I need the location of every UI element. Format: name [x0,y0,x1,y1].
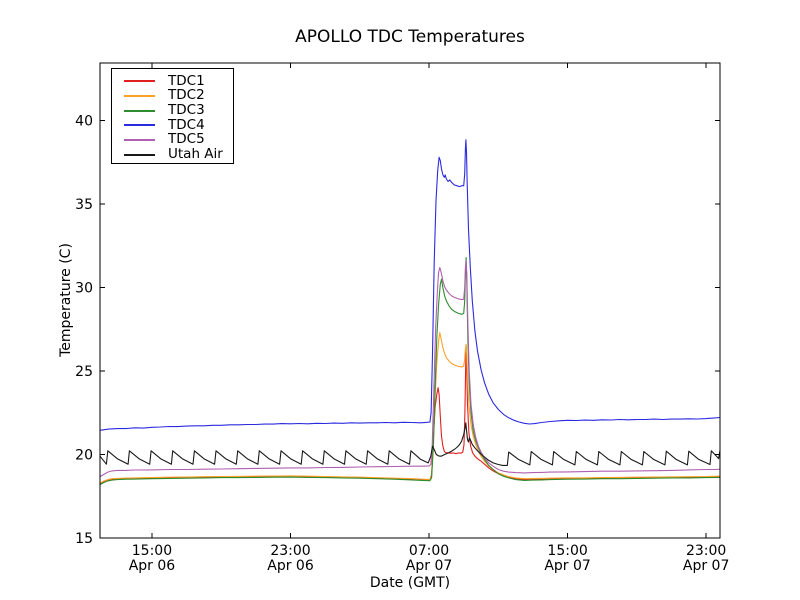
y-axis-label: Temperature (C) [58,243,74,357]
legend-line-sample [124,153,155,156]
series-line-tdc2 [99,332,721,484]
series-line-tdc5 [99,260,721,478]
series-line-tdc3 [99,256,721,486]
x-tick-label-date: Apr 07 [544,558,590,574]
legend-line-sample [124,80,155,83]
legend-line-sample [124,124,155,127]
x-tick-label-date: Apr 07 [406,558,452,574]
legend-item-tdc4: TDC4 [124,118,233,133]
legend-label: TDC1 [168,72,205,89]
legend-label: TDC3 [168,101,205,118]
series-line-tdc4 [99,139,721,431]
legend-label: TDC4 [168,116,205,133]
legend-line-sample [124,139,155,142]
legend-item-tdc2: TDC2 [124,89,233,104]
x-tick-label-time: 23:00 [686,543,726,559]
legend: TDC1 TDC2 TDC3 TDC4 TDC5 Utah Air [111,68,234,164]
legend-item-tdc3: TDC3 [124,103,233,118]
y-tick-label: 15 [75,531,93,547]
x-tick-label-time: 07:00 [409,543,449,559]
legend-item-tdc5: TDC5 [124,133,233,148]
legend-label: Utah Air [168,146,223,163]
x-tick-label-time: 23:00 [270,543,310,559]
legend-item-tdc1: TDC1 [124,74,233,89]
legend-label: TDC2 [168,87,205,104]
y-tick-label: 20 [75,448,93,464]
legend-label: TDC5 [168,131,205,148]
y-tick-label: 25 [75,364,93,380]
y-tick-label: 40 [75,114,93,130]
legend-line-sample [124,95,155,98]
x-axis-label: Date (GMT) [369,575,451,591]
x-tick-label-time: 15:00 [132,543,172,559]
legend-item-utah-air: Utah Air [124,147,233,162]
x-tick-label-date: Apr 06 [267,558,314,574]
y-tick-label: 30 [75,281,93,297]
x-tick-label-time: 15:00 [547,543,587,559]
legend-line-sample [124,109,155,112]
series-line-utah-air [99,422,721,466]
x-tick-label-date: Apr 07 [683,558,729,574]
plot-frame [99,62,721,539]
x-tick-label-date: Apr 06 [129,558,176,574]
chart-title: APOLLO TDC Temperatures [295,27,525,47]
y-tick-label: 35 [75,197,93,213]
